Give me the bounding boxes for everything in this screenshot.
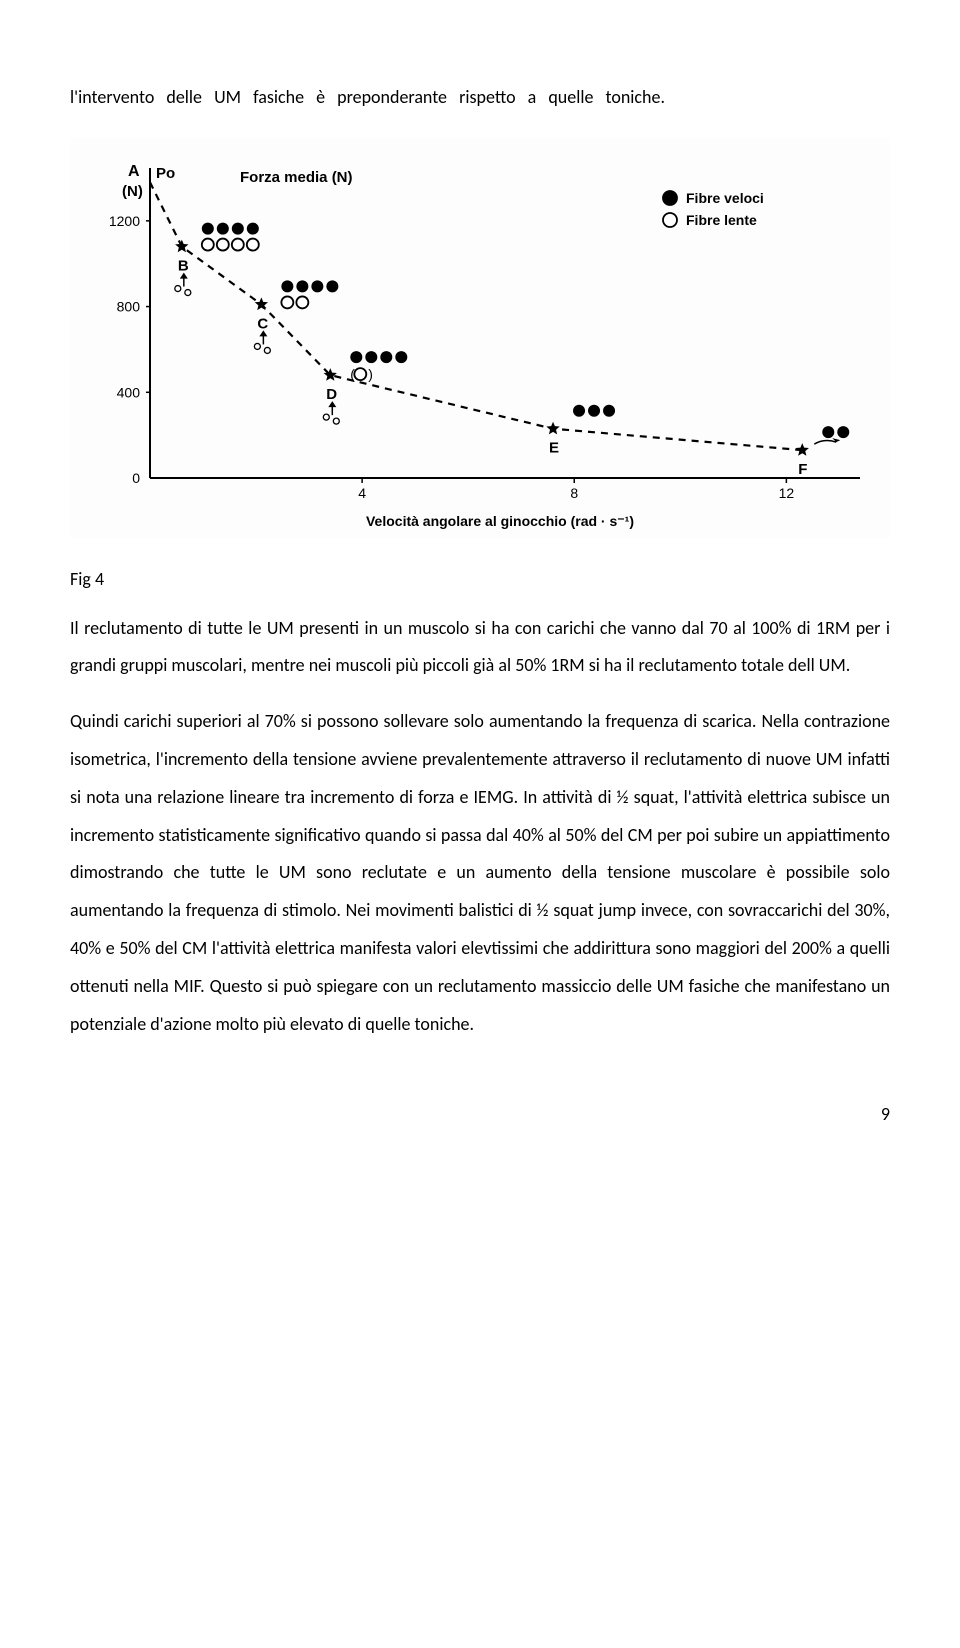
figure-4-chart: A Po (N) Forza media (N) 1200 800 400 0 4 8 12 Velo… <box>70 138 890 538</box>
svg-text:12: 12 <box>779 485 795 501</box>
figure-caption: Fig 4 <box>70 568 890 590</box>
svg-text:Fibre veloci: Fibre veloci <box>686 190 764 206</box>
body-paragraph-2: Quindi carichi superiori al 70% si posso… <box>70 703 890 1043</box>
intro-paragraph: l'intervento delle UM fasiche è preponde… <box>70 78 890 118</box>
svg-text:1200: 1200 <box>109 212 140 228</box>
svg-text:B: B <box>178 257 189 274</box>
svg-text:): ) <box>368 366 373 382</box>
svg-text:Po: Po <box>156 165 175 182</box>
svg-text:D: D <box>326 386 337 403</box>
svg-text:C: C <box>257 315 268 332</box>
svg-text:Velocità angolare al ginocchio: Velocità angolare al ginocchio (rad · s⁻… <box>366 513 634 529</box>
svg-text:E: E <box>549 439 559 456</box>
svg-text:400: 400 <box>117 384 141 400</box>
svg-text:0: 0 <box>132 470 140 486</box>
svg-text:Forza media (N): Forza media (N) <box>240 169 353 186</box>
svg-text:Fibre lente: Fibre lente <box>686 212 757 228</box>
page-number: 9 <box>70 1103 890 1125</box>
svg-text:F: F <box>798 461 807 478</box>
svg-text:8: 8 <box>570 485 578 501</box>
body-paragraph-1: Il reclutamento di tutte le UM presenti … <box>70 610 890 686</box>
svg-text:(N): (N) <box>122 183 143 200</box>
svg-text:4: 4 <box>358 485 366 501</box>
svg-text:800: 800 <box>117 298 141 314</box>
svg-text:A: A <box>128 163 140 180</box>
